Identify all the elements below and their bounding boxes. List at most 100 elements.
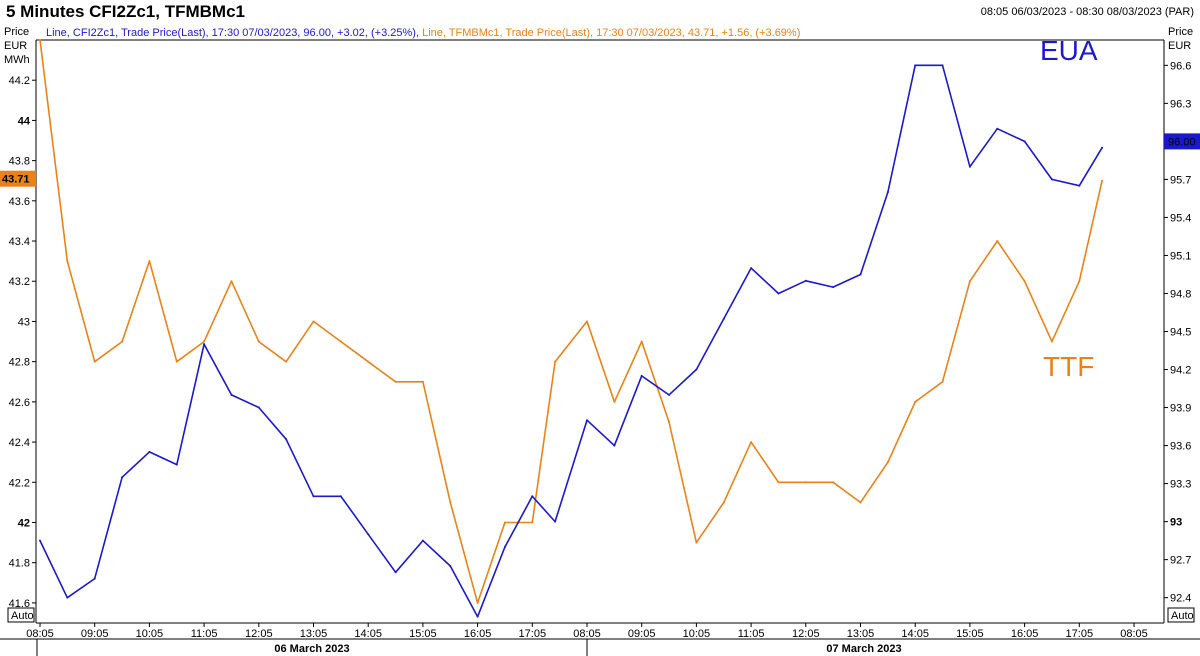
eua-series-point <box>640 374 643 377</box>
x-tick-label: 12:05 <box>792 628 820 640</box>
ttf-series-point <box>996 240 999 243</box>
right-current-marker <box>1164 133 1200 150</box>
x-tick-label: 15:05 <box>409 628 437 640</box>
ttf-series-point <box>832 481 835 484</box>
eua-series-point <box>941 64 944 67</box>
x-tick-label: 16:05 <box>1011 628 1039 640</box>
eua-series-point <box>968 165 971 168</box>
ttf-series-point <box>722 501 725 504</box>
left-tick-label: 42.6 <box>9 397 30 409</box>
ttf-series-point <box>39 39 41 41</box>
eua-series-point <box>613 444 616 447</box>
eua-series-point <box>777 292 780 295</box>
left-tick-label: 43 <box>18 316 30 328</box>
eua-series-point <box>695 368 698 371</box>
ttf-series-point <box>339 340 342 343</box>
eua-series-point <box>859 273 862 276</box>
eua-series-point <box>367 533 370 536</box>
date-label-day1: 06 March 2023 <box>274 643 349 655</box>
left-current-marker <box>0 170 36 187</box>
x-tick-label: 14:05 <box>354 628 382 640</box>
x-tick-label: 10:05 <box>136 628 164 640</box>
ttf-series-point <box>312 320 315 323</box>
eua-series-point <box>39 539 41 542</box>
eua-series-point <box>230 393 233 396</box>
left-axis-unit: Price <box>4 26 29 38</box>
ttf-series-point <box>1101 179 1104 182</box>
x-tick-label: 13:05 <box>847 628 875 640</box>
x-tick-label: 17:05 <box>1066 628 1094 640</box>
x-tick-label: 15:05 <box>956 628 984 640</box>
eua-series-point <box>476 615 479 618</box>
eua-series-point <box>586 419 588 422</box>
eua-series-point <box>531 495 534 498</box>
ttf-series-point <box>886 461 889 464</box>
left-current-label: 43.71 <box>2 174 30 186</box>
eua-series-point <box>554 520 557 523</box>
right-tick-label: 92.4 <box>1170 593 1191 605</box>
ttf-series-point <box>148 260 151 263</box>
date-range: 08:05 06/03/2023 - 08:30 08/03/2023 (PAR… <box>980 6 1194 18</box>
ttf-series-point <box>449 501 452 504</box>
ttf-series-point <box>476 601 479 604</box>
left-tick-label: 42.4 <box>9 437 30 449</box>
left-tick-label: 44.2 <box>9 75 30 87</box>
eua-series-point <box>1101 146 1104 149</box>
eua-series-point <box>66 596 69 599</box>
eua-series-point <box>93 577 96 580</box>
ttf-series-point <box>859 501 862 504</box>
left-tick-label: 41.8 <box>9 558 30 570</box>
right-tick-label: 93.6 <box>1170 441 1191 453</box>
x-tick-label: 10:05 <box>683 628 711 640</box>
right-tick-label: 93.3 <box>1170 479 1191 491</box>
ttf-series-point <box>175 360 178 363</box>
ttf-series-point <box>968 280 971 283</box>
ttf-series-point <box>668 420 671 423</box>
ttf-series-point <box>257 340 260 343</box>
ttf-series-point <box>586 320 588 323</box>
right-axis-unit: Price <box>1168 26 1193 38</box>
eua-series-point <box>804 279 807 282</box>
ttf-series-point <box>367 360 370 363</box>
left-tick-label: 43.8 <box>9 156 30 168</box>
left-tick-label: 41.6 <box>9 598 30 610</box>
left-axis-unit: MWh <box>4 54 30 66</box>
ttf-series-point <box>695 541 698 544</box>
legend-ttf: Line, TFMBMc1, Trade Price(Last), 17:30 … <box>422 27 801 39</box>
eua-series-point <box>148 450 151 453</box>
eua-series-point <box>1050 178 1053 181</box>
eua-series-point <box>421 539 424 542</box>
eua-series-point <box>996 127 999 130</box>
x-tick-label: 14:05 <box>901 628 929 640</box>
eua-series-point <box>914 64 917 67</box>
eua-series-point <box>750 267 753 270</box>
ttf-series-point <box>394 380 397 383</box>
legend: Line, CFI2Zc1, Trade Price(Last), 17:30 … <box>46 27 800 39</box>
right-axis-unit: EUR <box>1168 40 1191 52</box>
ttf-series-point <box>750 441 753 444</box>
right-auto-button <box>1167 607 1195 623</box>
eua-series-line <box>39 64 1103 618</box>
left-tick-label: 43.2 <box>9 276 30 288</box>
x-tick-label: 11:05 <box>738 628 765 640</box>
left-axis-unit: EUR <box>4 40 27 52</box>
right-tick-label: 93 <box>1170 517 1182 529</box>
left-auto-button <box>7 607 35 623</box>
eua-series-point <box>722 317 725 320</box>
eua-series-point <box>121 476 124 479</box>
right-tick-label: 94.2 <box>1170 365 1191 377</box>
eua-series-point <box>668 393 671 396</box>
right-tick-label: 96.6 <box>1170 60 1191 72</box>
ttf-series-point <box>285 360 288 363</box>
ttf-series-point <box>777 481 780 484</box>
eua-series-point <box>1078 184 1081 187</box>
legend-eua: Line, CFI2Zc1, Trade Price(Last), 17:30 … <box>46 27 420 39</box>
ttf-series-point <box>230 280 233 283</box>
x-tick-label: 09:05 <box>628 628 656 640</box>
ttf-series-point <box>121 340 124 343</box>
eua-series-point <box>339 495 342 498</box>
right-tick-label: 95.4 <box>1170 212 1191 224</box>
ttf-series-point <box>554 360 557 363</box>
right-current-label: 96.00 <box>1168 136 1196 148</box>
right-tick-label: 95.7 <box>1170 174 1191 186</box>
